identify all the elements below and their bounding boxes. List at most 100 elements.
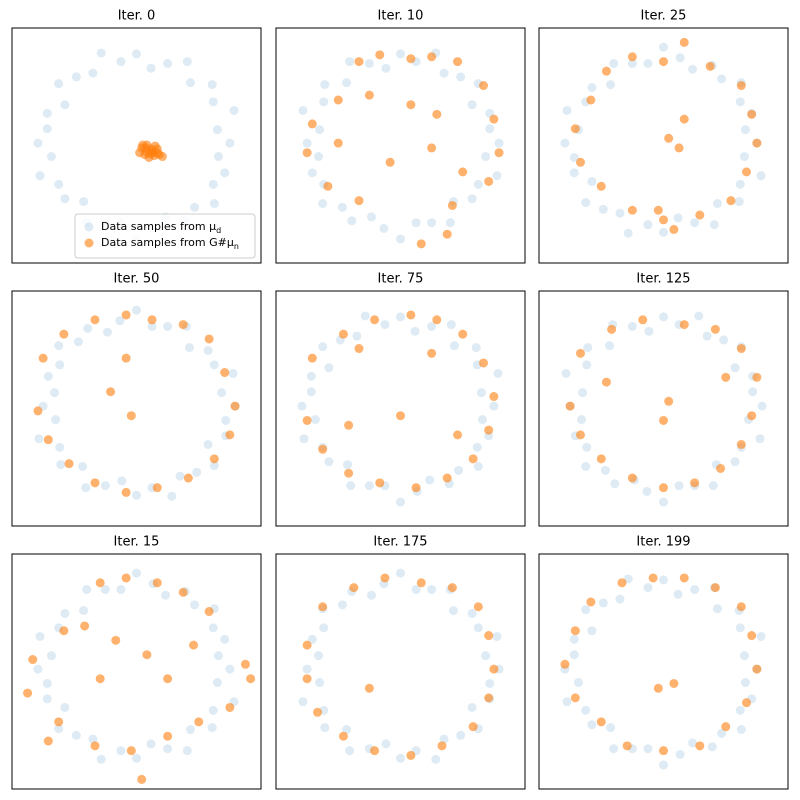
panel: Iter. 175 <box>275 535 526 790</box>
point <box>192 467 202 477</box>
point <box>342 78 352 88</box>
point <box>307 168 317 178</box>
point <box>88 68 98 78</box>
point <box>690 218 700 228</box>
point <box>208 623 218 633</box>
point <box>446 320 456 330</box>
point <box>220 368 230 378</box>
point <box>121 573 131 583</box>
point <box>717 728 727 738</box>
point <box>432 109 442 119</box>
point <box>64 459 74 469</box>
point <box>96 48 106 58</box>
point <box>735 97 745 107</box>
point <box>406 100 416 110</box>
point <box>586 95 596 105</box>
point <box>183 473 193 483</box>
point <box>739 651 749 661</box>
point <box>42 694 52 704</box>
point <box>736 439 746 449</box>
point <box>381 739 391 749</box>
point <box>310 415 320 425</box>
point <box>659 483 668 493</box>
point <box>137 774 147 784</box>
point <box>489 664 499 674</box>
point <box>148 148 158 158</box>
point <box>735 623 745 633</box>
point <box>220 168 230 178</box>
point <box>106 387 116 397</box>
point <box>225 702 235 712</box>
point <box>643 58 653 68</box>
point <box>163 58 173 68</box>
point <box>688 738 698 748</box>
point <box>449 341 459 351</box>
point <box>489 401 499 411</box>
point <box>617 578 627 588</box>
point <box>596 454 606 464</box>
point <box>71 730 81 740</box>
point <box>203 439 213 449</box>
point <box>34 434 44 444</box>
point <box>71 72 81 82</box>
point <box>489 392 499 402</box>
point <box>726 196 736 206</box>
point <box>600 465 610 475</box>
point <box>734 197 744 207</box>
point <box>320 723 330 733</box>
point <box>576 157 585 167</box>
point <box>570 124 580 134</box>
point <box>735 179 745 189</box>
point <box>736 602 746 612</box>
point <box>752 664 762 674</box>
point <box>581 198 591 208</box>
point <box>141 143 151 153</box>
point <box>115 316 125 326</box>
point <box>302 674 312 684</box>
point <box>185 725 195 735</box>
point <box>694 311 704 321</box>
point <box>484 176 494 186</box>
point <box>116 584 126 594</box>
point <box>299 434 309 444</box>
point <box>458 167 468 177</box>
point <box>347 216 357 226</box>
point <box>756 171 766 181</box>
point <box>427 584 437 594</box>
point <box>100 584 110 594</box>
point <box>756 631 766 641</box>
point <box>375 50 385 60</box>
point <box>427 52 437 62</box>
point <box>609 58 619 68</box>
point <box>380 573 390 583</box>
point <box>163 674 173 684</box>
point <box>54 717 64 727</box>
point <box>695 210 705 220</box>
point <box>221 415 231 425</box>
point <box>364 683 374 693</box>
point <box>674 481 684 491</box>
point <box>182 746 192 756</box>
point <box>712 604 722 614</box>
point <box>411 483 421 493</box>
point <box>717 74 727 84</box>
point <box>81 483 91 493</box>
point <box>596 181 606 191</box>
point <box>319 97 329 107</box>
point <box>582 360 592 370</box>
point <box>752 372 762 382</box>
point <box>318 602 328 612</box>
panel-title: Iter. 125 <box>636 272 690 287</box>
point <box>736 725 746 735</box>
point <box>406 54 416 64</box>
point <box>396 234 405 244</box>
legend-label: Data samples from μd <box>101 220 221 235</box>
point <box>121 487 131 497</box>
point <box>307 634 317 644</box>
point <box>570 626 580 636</box>
point <box>116 57 126 67</box>
point <box>494 148 504 158</box>
point <box>298 105 308 115</box>
point <box>209 360 219 370</box>
point <box>492 631 502 641</box>
